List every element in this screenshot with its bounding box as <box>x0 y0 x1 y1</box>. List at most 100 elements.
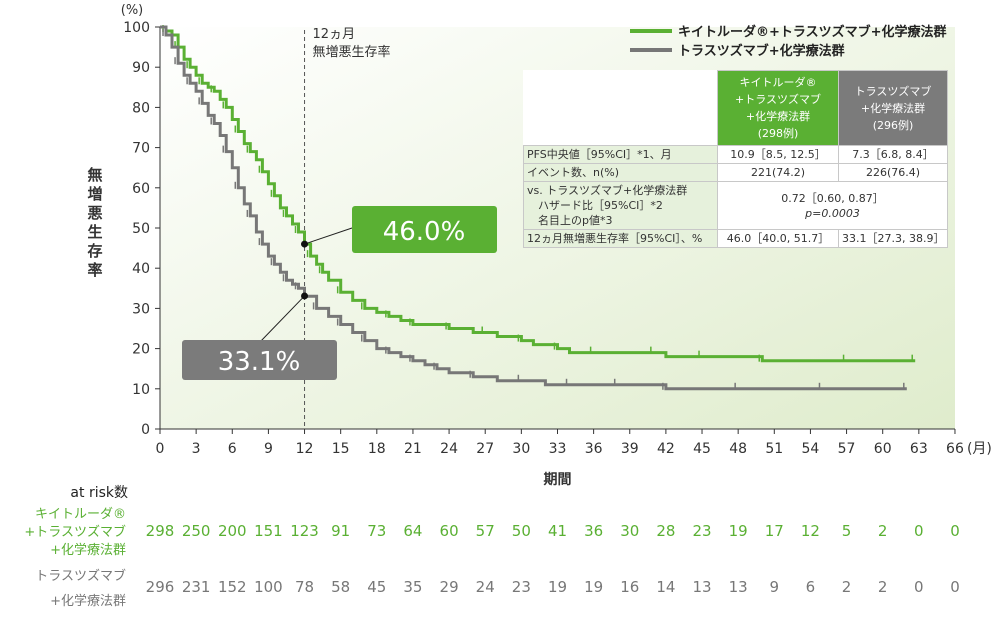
events-label: イベント数、n(%) <box>523 163 718 182</box>
header-control-group: トラスツズマブ +化学療法群 (296例) <box>838 70 948 146</box>
at-risk-value: 5 <box>842 522 852 540</box>
at-risk-value: 296 <box>146 578 175 596</box>
y-tick-label: 40 <box>132 261 150 277</box>
header-pembro-group: キイトルーダ® +トラスツズマブ +化学療法群 (298例) <box>717 70 839 146</box>
hazard-ratio-value: 0.72［0.60, 0.87］ <box>781 191 884 205</box>
y-tick-label: 0 <box>141 422 150 438</box>
callout-box-control <box>182 340 337 380</box>
at-risk-value: 35 <box>403 578 422 596</box>
y-tick-label: 50 <box>132 221 150 237</box>
x-tick-label: 30 <box>512 441 530 457</box>
x-tick-label: 48 <box>729 441 747 457</box>
at-risk-value: 0 <box>950 578 960 596</box>
at-risk-value: 6 <box>806 578 816 596</box>
at-risk-value: 12 <box>801 522 820 540</box>
callout-line-pembro <box>304 227 353 245</box>
at-risk-label-control: トラスツズマブ+化学療法群 <box>35 568 126 609</box>
x-tick-label: 45 <box>693 441 711 457</box>
hazard-ratio-label: vs. トラスツズマブ+化学療法群 ハザード比［95%CI］*2 名目上のp値*… <box>523 181 718 230</box>
y-axis-title: 無増悪生存率 <box>87 166 102 279</box>
at-risk-value: 36 <box>584 522 603 540</box>
at-risk-value: 41 <box>548 522 567 540</box>
at-risk-value: 73 <box>367 522 386 540</box>
at-risk-value: 29 <box>440 578 459 596</box>
y-tick-label: 80 <box>132 100 150 116</box>
at-risk-value: 19 <box>584 578 603 596</box>
rate-pembro: 46.0［40.0, 51.7］ <box>717 229 839 248</box>
y-tick-label: 10 <box>132 382 150 398</box>
x-tick-label: 33 <box>549 441 567 457</box>
x-tick-label: 0 <box>156 441 165 457</box>
hazard-ratio-cell: 0.72［0.60, 0.87］ p=0.0003 <box>717 181 948 230</box>
at-risk-value: 78 <box>295 578 314 596</box>
at-risk-value: 151 <box>254 522 283 540</box>
at-risk-value: 0 <box>914 522 924 540</box>
at-risk-value: 60 <box>440 522 459 540</box>
at-risk-value: 152 <box>218 578 247 596</box>
x-tick-label: 27 <box>476 441 494 457</box>
at-risk-value: 2 <box>842 578 852 596</box>
x-tick-label: 15 <box>332 441 350 457</box>
pfs-control: 7.3［6.8, 8.4］ <box>838 145 948 164</box>
x-tick-label: 60 <box>874 441 892 457</box>
rate-control: 33.1［27.3, 38.9］ <box>838 229 948 248</box>
curve-control-group <box>160 25 907 391</box>
x-tick-label: 42 <box>657 441 675 457</box>
at-risk-value: 2 <box>878 578 888 596</box>
callout-value-control: 33.1% <box>218 347 301 377</box>
ref-line-label: 12ヵ月無増悪生存率 <box>313 27 391 60</box>
at-risk-value: 91 <box>331 522 350 540</box>
at-risk-value: 23 <box>512 578 531 596</box>
pfs-pembro: 10.9［8.5, 12.5］ <box>717 145 839 164</box>
legend-label-pembro: キイトルーダ®+トラスツズマブ+化学療法群 <box>678 24 947 40</box>
reference-line: 12ヵ月無増悪生存率 <box>304 27 391 429</box>
at-risk-label-pembro: キイトルーダ® +トラスツズマブ+化学療法群 <box>24 507 126 558</box>
y-tick-label: 30 <box>132 301 150 317</box>
at-risk-value: 23 <box>692 522 711 540</box>
x-tick-label: 51 <box>765 441 783 457</box>
x-tick-label: 66 <box>946 441 964 457</box>
events-pembro: 221(74.2) <box>717 163 839 182</box>
x-tick-label: 6 <box>228 441 237 457</box>
p-value: p=0.0003 <box>805 206 860 220</box>
at-risk-value: 13 <box>692 578 711 596</box>
at-risk-value: 58 <box>331 578 350 596</box>
at-risk-value: 64 <box>403 522 422 540</box>
callout-line-control <box>259 295 305 343</box>
callout-value-pembro: 46.0% <box>383 217 466 247</box>
at-risk-value: 9 <box>770 578 780 596</box>
at-risk-value: 231 <box>182 578 211 596</box>
at-risk-value: 2 <box>878 522 888 540</box>
at-risk-value: 30 <box>620 522 639 540</box>
rate-label: 12ヵ月無増悪生存率［95%CI］、% <box>523 229 718 248</box>
at-risk-value: 13 <box>729 578 748 596</box>
legend-label-control: トラスツズマブ+化学療法群 <box>678 43 845 59</box>
y-tick-label: 60 <box>132 181 150 197</box>
at-risk-value: 28 <box>656 522 675 540</box>
x-tick-label: 36 <box>585 441 603 457</box>
at-risk-value: 14 <box>656 578 675 596</box>
x-tick-label: 24 <box>440 441 458 457</box>
callout-box-pembro <box>352 206 497 253</box>
at-risk-value: 298 <box>146 522 175 540</box>
x-unit-label: (月) <box>967 441 992 457</box>
at-risk-title: at risk数 <box>70 485 128 501</box>
x-tick-label: 21 <box>404 441 422 457</box>
at-risk-value: 200 <box>218 522 247 540</box>
at-risk-value: 50 <box>512 522 531 540</box>
y-tick-label: 20 <box>132 342 150 358</box>
y-tick-label: 70 <box>132 141 150 157</box>
point-control-12m <box>301 292 309 300</box>
summary-table: キイトルーダ® +トラスツズマブ +化学療法群 (298例) トラスツズマブ +… <box>523 70 948 248</box>
at-risk-value: 24 <box>476 578 495 596</box>
at-risk-value: 57 <box>476 522 495 540</box>
survival-curves <box>160 25 916 391</box>
x-tick-label: 18 <box>368 441 386 457</box>
y-unit-label: (%) <box>121 3 144 18</box>
at-risk-value: 100 <box>254 578 283 596</box>
at-risk-value: 45 <box>367 578 386 596</box>
at-risk-value: 19 <box>729 522 748 540</box>
